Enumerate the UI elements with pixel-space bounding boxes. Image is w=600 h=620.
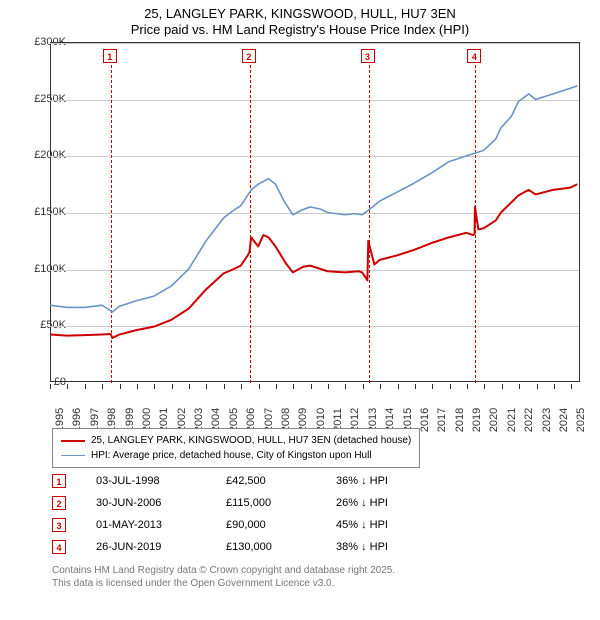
x-axis-label: 2018: [454, 408, 466, 432]
x-tick: [172, 384, 173, 389]
x-tick: [206, 384, 207, 389]
x-tick: [259, 384, 260, 389]
sales-marker: 2: [52, 496, 66, 510]
sales-diff: 26% ↓ HPI: [336, 497, 446, 509]
x-axis-label: 2023: [541, 408, 553, 432]
x-axis-label: 2024: [558, 408, 570, 432]
sales-diff: 45% ↓ HPI: [336, 519, 446, 531]
x-tick: [432, 384, 433, 389]
sales-diff: 36% ↓ HPI: [336, 475, 446, 487]
series-hpi: [50, 86, 577, 312]
chart-title: 25, LANGLEY PARK, KINGSWOOD, HULL, HU7 3…: [0, 0, 600, 41]
x-tick: [241, 384, 242, 389]
x-tick: [398, 384, 399, 389]
sales-date: 01-MAY-2013: [96, 519, 226, 531]
chart-lines: [50, 43, 579, 382]
x-tick: [293, 384, 294, 389]
x-tick: [450, 384, 451, 389]
sales-date: 26-JUN-2019: [96, 541, 226, 553]
x-axis-label: 2016: [419, 408, 431, 432]
sales-diff: 38% ↓ HPI: [336, 541, 446, 553]
x-tick: [380, 384, 381, 389]
x-axis-label: 2017: [436, 408, 448, 432]
x-tick: [102, 384, 103, 389]
legend-label: HPI: Average price, detached house, City…: [91, 450, 372, 461]
x-tick: [363, 384, 364, 389]
sales-marker: 3: [52, 518, 66, 532]
sales-marker: 4: [52, 540, 66, 554]
legend-label: 25, LANGLEY PARK, KINGSWOOD, HULL, HU7 3…: [91, 435, 411, 446]
x-tick: [50, 384, 51, 389]
sales-row: 2 30-JUN-2006£115,00026% ↓ HPI: [52, 492, 446, 514]
sales-price: £130,000: [226, 541, 336, 553]
x-tick: [345, 384, 346, 389]
marker-box-3: 3: [361, 49, 375, 63]
x-tick: [537, 384, 538, 389]
sales-table: 1 03-JUL-1998£42,50036% ↓ HPI 2 30-JUN-2006…: [52, 470, 446, 558]
sales-date: 30-JUN-2006: [96, 497, 226, 509]
x-tick: [276, 384, 277, 389]
sales-price: £90,000: [226, 519, 336, 531]
x-tick: [154, 384, 155, 389]
x-tick: [311, 384, 312, 389]
marker-box-4: 4: [467, 49, 481, 63]
sales-marker: 1: [52, 474, 66, 488]
legend: 25, LANGLEY PARK, KINGSWOOD, HULL, HU7 3…: [52, 428, 420, 468]
x-tick: [224, 384, 225, 389]
x-tick: [467, 384, 468, 389]
x-tick: [137, 384, 138, 389]
footer-line1: Contains HM Land Registry data © Crown c…: [52, 564, 395, 577]
legend-item: 25, LANGLEY PARK, KINGSWOOD, HULL, HU7 3…: [61, 433, 411, 448]
x-tick: [120, 384, 121, 389]
title-line2: Price paid vs. HM Land Registry's House …: [0, 22, 600, 38]
x-tick: [484, 384, 485, 389]
x-tick: [67, 384, 68, 389]
legend-item: HPI: Average price, detached house, City…: [61, 448, 411, 463]
x-axis-label: 2020: [488, 408, 500, 432]
footer-line2: This data is licensed under the Open Gov…: [52, 577, 395, 590]
x-tick: [571, 384, 572, 389]
x-tick: [502, 384, 503, 389]
chart-plot-area: 1 2 3 4: [50, 42, 580, 382]
x-axis-label: 2019: [471, 408, 483, 432]
sales-row: 1 03-JUL-1998£42,50036% ↓ HPI: [52, 470, 446, 492]
legend-swatch: [61, 440, 85, 442]
sales-price: £115,000: [226, 497, 336, 509]
x-axis-label: 2025: [575, 408, 587, 432]
footer-attribution: Contains HM Land Registry data © Crown c…: [52, 564, 395, 590]
x-axis-label: 2021: [506, 408, 518, 432]
x-tick: [415, 384, 416, 389]
sales-date: 03-JUL-1998: [96, 475, 226, 487]
x-tick: [189, 384, 190, 389]
marker-box-2: 2: [242, 49, 256, 63]
marker-box-1: 1: [103, 49, 117, 63]
x-axis-label: 2022: [523, 408, 535, 432]
sales-row: 3 01-MAY-2013£90,00045% ↓ HPI: [52, 514, 446, 536]
title-line1: 25, LANGLEY PARK, KINGSWOOD, HULL, HU7 3…: [0, 6, 600, 22]
sales-row: 4 26-JUN-2019£130,00038% ↓ HPI: [52, 536, 446, 558]
sales-price: £42,500: [226, 475, 336, 487]
x-tick: [554, 384, 555, 389]
x-tick: [328, 384, 329, 389]
legend-swatch: [61, 455, 85, 456]
x-tick: [519, 384, 520, 389]
x-tick: [85, 384, 86, 389]
